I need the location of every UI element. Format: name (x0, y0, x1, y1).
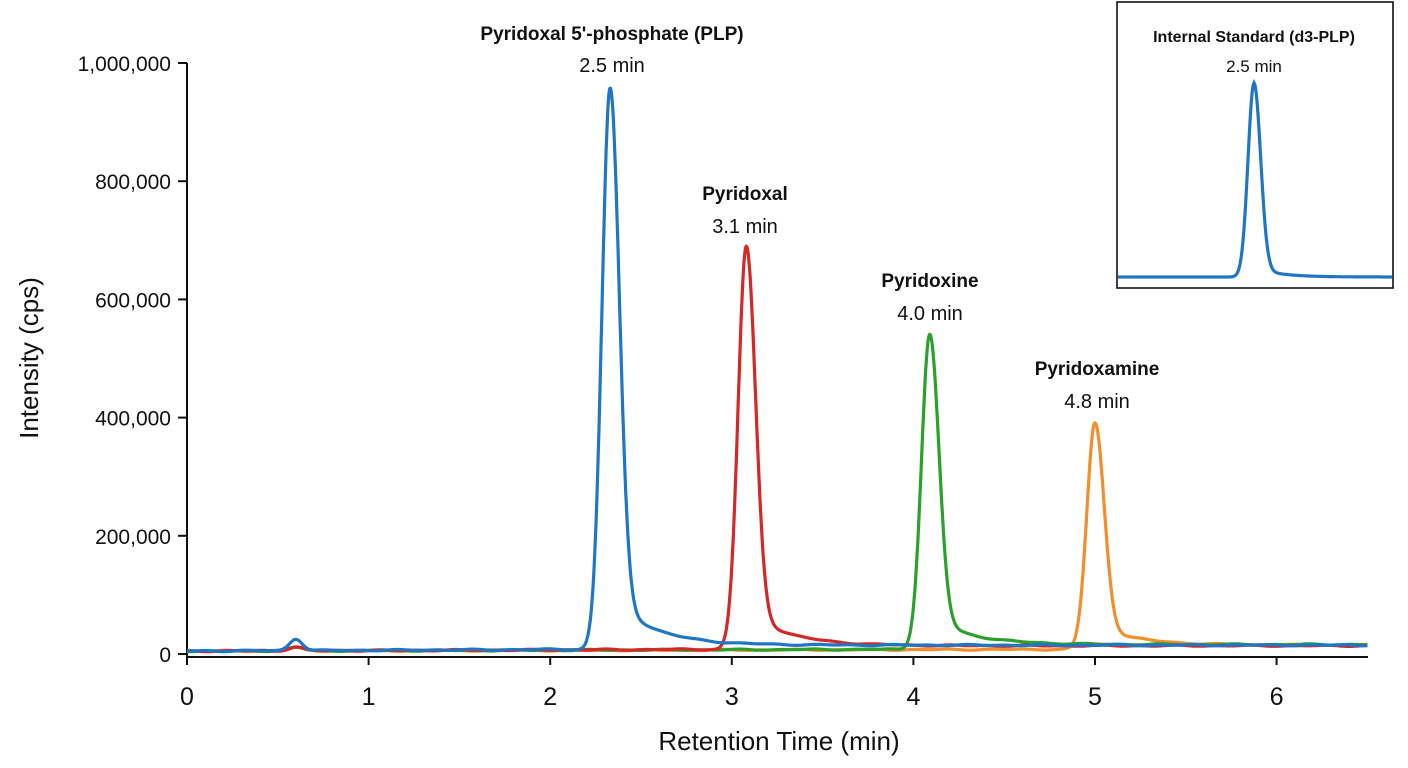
peak-name-label: Pyridoxal 5'-phosphate (PLP) (480, 24, 743, 45)
peak-name-label: Pyridoxamine (1035, 359, 1160, 380)
series-line-2 (186, 332, 1369, 654)
inset-internal-standard: Internal Standard (d3-PLP) 2.5 min (1116, 1, 1394, 289)
x-tick-label: 3 (725, 683, 739, 711)
y-tick-label: 400,000 (95, 408, 171, 431)
x-tick-label: 5 (1088, 683, 1102, 711)
peak-name-label: Pyridoxal (702, 184, 788, 205)
x-axis-title: Retention Time (min) (658, 726, 899, 756)
curves (186, 86, 1369, 654)
series-line-3 (186, 421, 1369, 654)
series-line-1 (186, 244, 1369, 654)
inset-time: 2.5 min (1226, 57, 1282, 76)
inset-trace (1118, 78, 1392, 279)
x-tick-label: 0 (180, 683, 194, 711)
peak-time-label: 4.8 min (1064, 391, 1130, 413)
y-axis-title: Intensity (cps) (14, 277, 44, 439)
y-tick-label: 600,000 (95, 289, 171, 312)
y-tick-label: 800,000 (95, 171, 171, 194)
y-tick-label: 1,000,000 (78, 53, 171, 76)
inset-title: Internal Standard (d3-PLP) (1153, 29, 1355, 46)
peak-time-label: 2.5 min (579, 55, 645, 77)
y-tick-label: 0 (159, 644, 171, 667)
peak-labels: Pyridoxal 5'-phosphate (PLP) 2.5 min Pyrid… (480, 24, 1159, 413)
inset-frame (1116, 1, 1394, 289)
peak-name-label: Pyridoxine (881, 271, 978, 292)
peak-time-label: 4.0 min (897, 303, 963, 325)
y-tick-label: 200,000 (95, 526, 171, 549)
x-tick-label: 2 (543, 683, 557, 711)
x-tick-label: 4 (906, 683, 920, 711)
peak-time-label: 3.1 min (712, 216, 778, 238)
x-tick-label: 1 (362, 683, 376, 711)
axes: 0 1 2 3 4 5 6 0 200,000 400,000 600,000 800,000 1,00… (78, 53, 1368, 711)
series-line-0 (186, 86, 1369, 654)
x-tick-label: 6 (1270, 683, 1284, 711)
